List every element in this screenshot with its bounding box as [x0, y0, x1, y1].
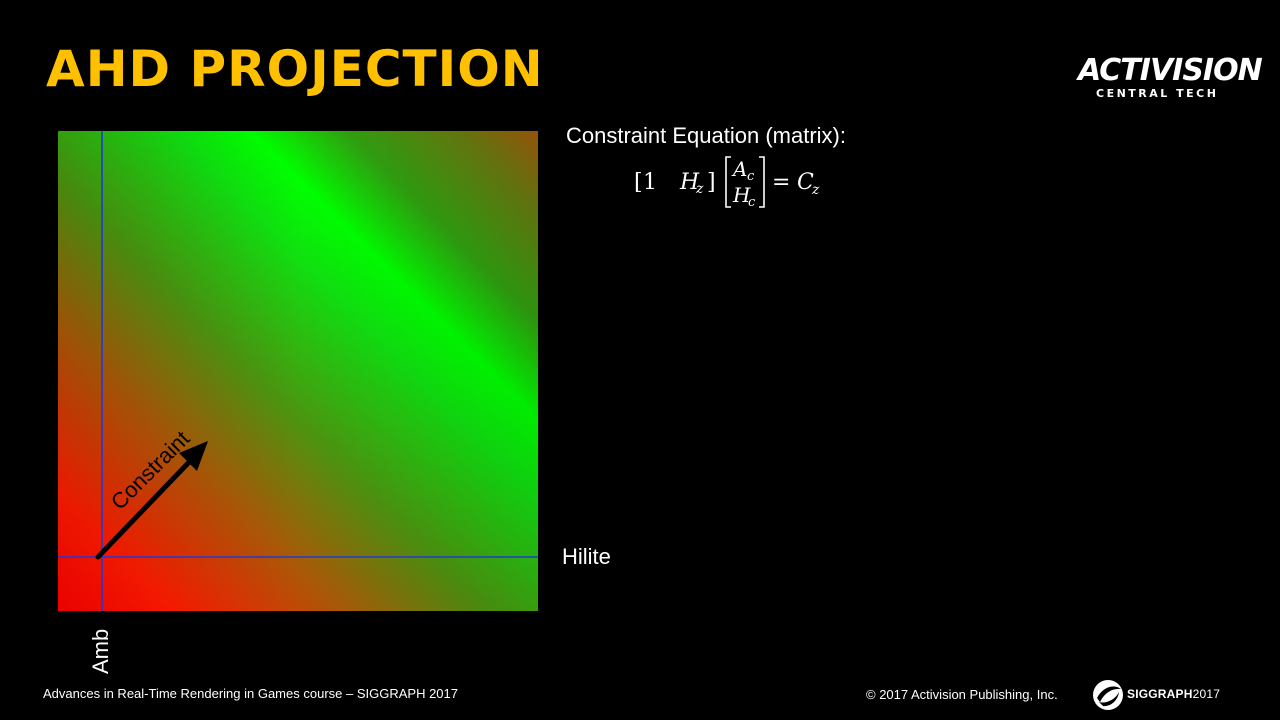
- logo-subtitle: CENTRAL TECH: [1096, 87, 1219, 100]
- course-footer: Advances in Real-Time Rendering in Games…: [43, 686, 458, 701]
- col-entry-h-sub: c: [748, 195, 756, 210]
- hilite-axis-label: Hilite: [562, 544, 611, 569]
- amb-axis-label: Amb: [88, 628, 113, 674]
- copyright-text: © 2017 Activision Publishing, Inc.: [866, 687, 1058, 702]
- projection-plot: Constraint: [58, 131, 538, 611]
- gradient-plot-svg: Constraint: [58, 131, 538, 611]
- equals-sign: =: [772, 170, 790, 195]
- row-entry-1: 1: [643, 170, 657, 195]
- row-entry-h: H: [679, 170, 700, 195]
- row-entry-h-sub: z: [695, 181, 704, 197]
- rhs-c-sub: z: [811, 182, 820, 198]
- constraint-equation: [ 1 H z ] A c H c = C z: [634, 152, 834, 212]
- rhs-c: C: [797, 170, 814, 195]
- svg-text:]: ]: [707, 170, 716, 195]
- siggraph-bold-text: SIGGRAPH: [1127, 687, 1193, 701]
- col-entry-a-sub: c: [747, 169, 755, 184]
- col-entry-h: H: [732, 183, 751, 207]
- col-entry-a: A: [731, 157, 747, 181]
- slide-title: AHD PROJECTION: [46, 40, 544, 98]
- siggraph-year: 2017: [1192, 687, 1221, 701]
- equation-heading: Constraint Equation (matrix):: [566, 123, 846, 148]
- activision-logo: ACTIVISION CENTRAL TECH: [1076, 56, 1263, 102]
- logo-wordmark: ACTIVISION: [1078, 53, 1263, 88]
- svg-text:[: [: [634, 170, 643, 195]
- siggraph-wordmark: SIGGRAPH2017: [1127, 688, 1220, 700]
- constraint-arrow: [95, 441, 208, 560]
- siggraph-icon: [1091, 678, 1127, 712]
